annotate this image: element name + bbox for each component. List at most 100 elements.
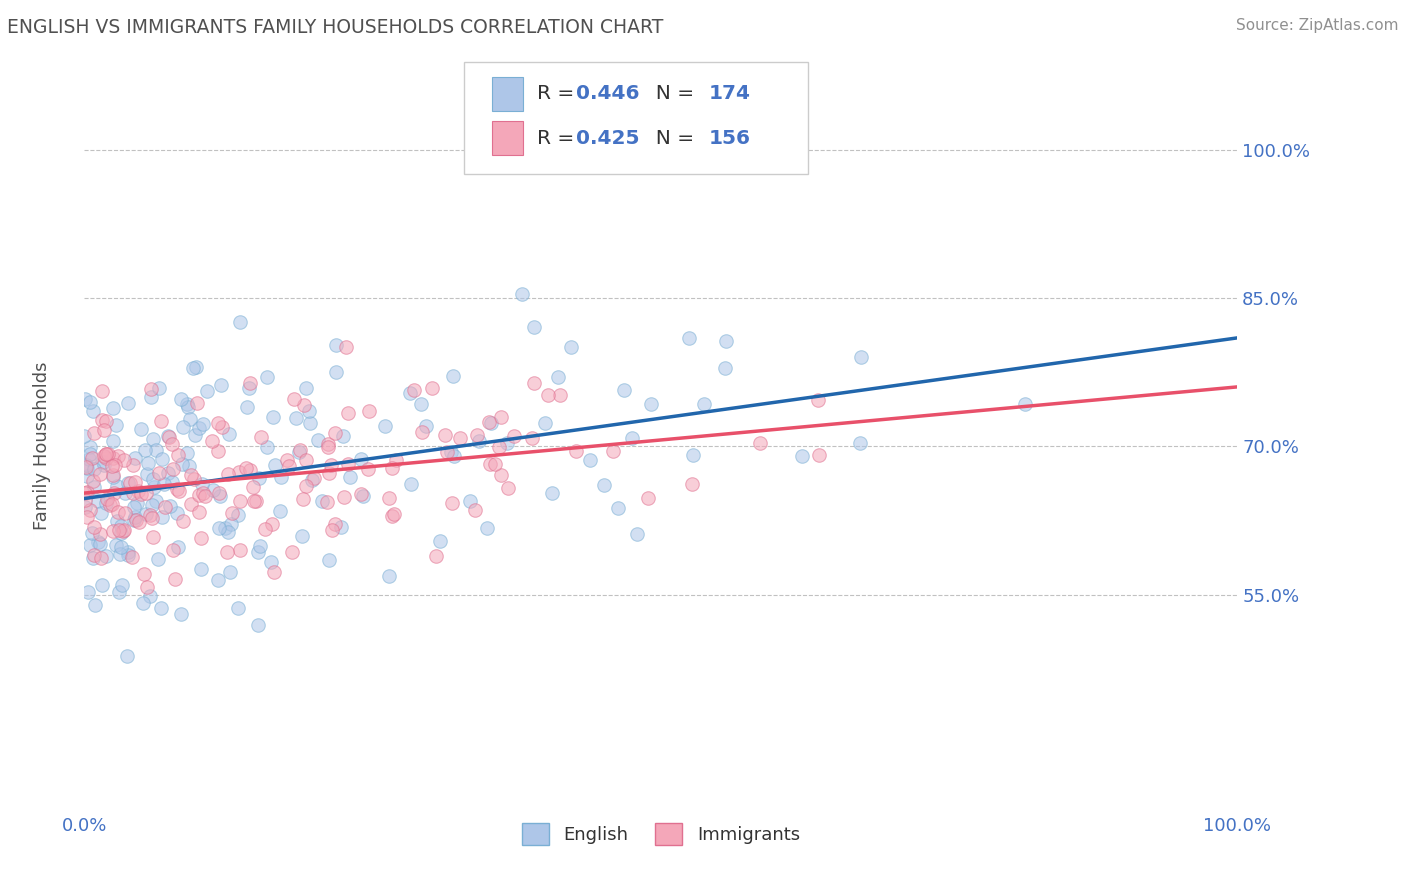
Point bbox=[132, 596, 155, 610]
Point bbox=[534, 417, 557, 431]
Point bbox=[613, 383, 636, 397]
Text: 174: 174 bbox=[709, 84, 751, 103]
Point bbox=[409, 397, 432, 411]
Point bbox=[156, 429, 179, 443]
Point bbox=[93, 449, 115, 463]
Point bbox=[156, 466, 179, 480]
Point bbox=[385, 453, 408, 467]
Point bbox=[565, 443, 588, 458]
Point bbox=[560, 340, 582, 354]
Point bbox=[621, 431, 644, 445]
Point bbox=[263, 409, 285, 424]
Point bbox=[73, 429, 96, 443]
Point bbox=[82, 475, 104, 489]
Point bbox=[76, 461, 98, 475]
Point bbox=[73, 493, 96, 508]
Point bbox=[124, 510, 146, 524]
Point bbox=[83, 461, 105, 475]
Point bbox=[311, 493, 333, 508]
Point bbox=[458, 494, 481, 508]
Point bbox=[849, 350, 872, 364]
Point bbox=[153, 500, 176, 515]
Point bbox=[359, 404, 381, 418]
Point bbox=[167, 448, 190, 462]
Point bbox=[103, 486, 125, 500]
Point bbox=[148, 466, 170, 480]
Point bbox=[93, 458, 115, 473]
Point bbox=[142, 530, 165, 544]
Point bbox=[284, 410, 307, 425]
Point bbox=[304, 471, 326, 485]
Point bbox=[467, 428, 489, 442]
Point bbox=[103, 524, 125, 538]
Point bbox=[211, 420, 233, 434]
Point bbox=[262, 516, 284, 531]
Point bbox=[245, 494, 267, 508]
Point bbox=[242, 480, 264, 494]
Point bbox=[209, 489, 232, 503]
Point bbox=[425, 549, 447, 564]
Point bbox=[256, 441, 278, 455]
Point bbox=[208, 486, 231, 500]
Point bbox=[464, 503, 486, 517]
Point bbox=[162, 543, 184, 558]
Point bbox=[404, 383, 426, 397]
Point bbox=[122, 513, 145, 527]
Text: Family Households: Family Households bbox=[34, 362, 51, 530]
Point bbox=[333, 490, 356, 504]
Point bbox=[97, 447, 120, 461]
Point bbox=[79, 440, 101, 454]
Point bbox=[207, 416, 229, 430]
Point bbox=[318, 466, 340, 480]
Point bbox=[150, 451, 173, 466]
Point bbox=[325, 365, 347, 379]
Point bbox=[125, 496, 148, 510]
Point bbox=[716, 334, 738, 348]
Point bbox=[135, 508, 157, 522]
Point bbox=[292, 491, 315, 506]
Point bbox=[134, 443, 156, 458]
Point bbox=[176, 397, 198, 411]
Point bbox=[176, 400, 198, 414]
Point bbox=[105, 538, 128, 552]
Point bbox=[520, 431, 543, 445]
Point bbox=[79, 447, 101, 461]
Point bbox=[626, 527, 648, 541]
Point bbox=[163, 572, 186, 586]
Point bbox=[183, 472, 205, 486]
Point bbox=[135, 467, 157, 481]
Point bbox=[287, 445, 309, 459]
Point bbox=[420, 381, 443, 395]
Point bbox=[488, 440, 510, 454]
Point bbox=[148, 551, 170, 566]
Point bbox=[84, 598, 107, 612]
Point bbox=[94, 549, 117, 564]
Point bbox=[101, 468, 124, 483]
Point bbox=[218, 565, 240, 579]
Point bbox=[187, 421, 209, 435]
Point bbox=[299, 416, 322, 430]
Point bbox=[132, 567, 155, 582]
Point bbox=[537, 388, 560, 402]
Point bbox=[193, 486, 215, 500]
Point bbox=[160, 437, 183, 451]
Point bbox=[790, 449, 813, 463]
Point bbox=[503, 429, 526, 443]
Point bbox=[415, 419, 437, 434]
Point bbox=[107, 449, 129, 463]
Point bbox=[682, 448, 704, 462]
Point bbox=[180, 497, 202, 511]
Point bbox=[167, 541, 190, 555]
Point bbox=[433, 427, 456, 442]
Point bbox=[217, 467, 239, 482]
Point bbox=[104, 458, 127, 473]
Point bbox=[107, 505, 129, 519]
Point bbox=[149, 600, 172, 615]
Point bbox=[103, 401, 125, 415]
Point bbox=[73, 392, 96, 407]
Point bbox=[83, 480, 105, 494]
Point bbox=[166, 482, 188, 496]
Point bbox=[550, 388, 572, 402]
Point bbox=[607, 500, 630, 515]
Point bbox=[226, 601, 249, 615]
